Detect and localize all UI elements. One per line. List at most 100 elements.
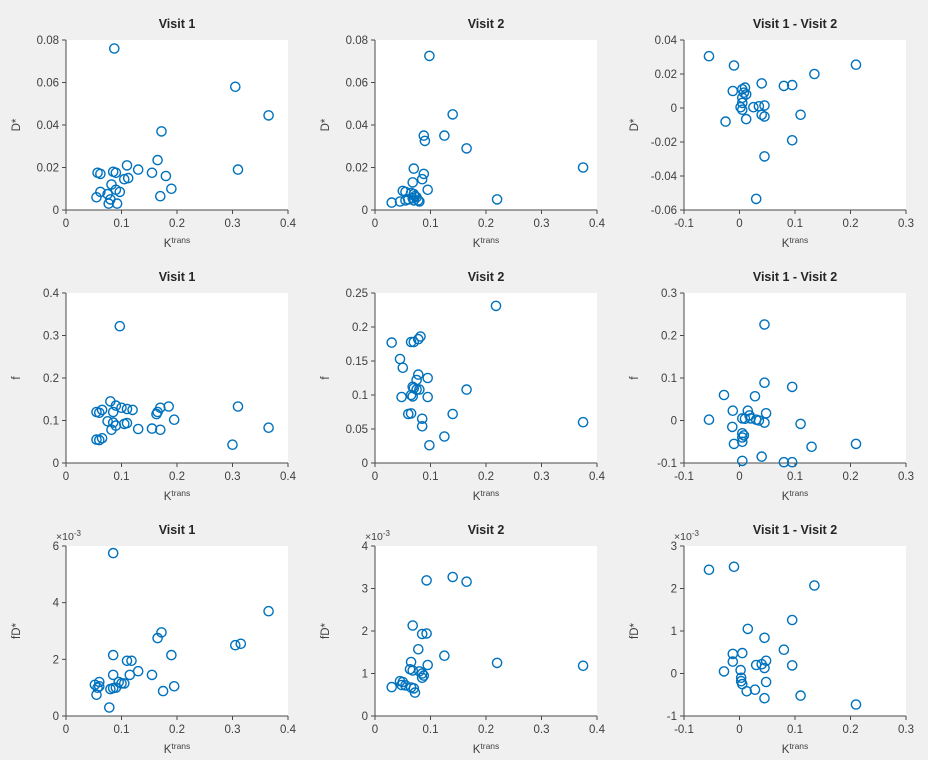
plot-area <box>66 546 288 716</box>
y-tick-label: -0.02 <box>651 137 677 149</box>
data-point <box>738 430 750 441</box>
x-tick-label: 0.1 <box>787 471 803 483</box>
data-point <box>439 650 450 661</box>
subplot-title: Visit 1 <box>159 523 196 537</box>
y-tick-label: 0.3 <box>43 331 59 343</box>
data-point <box>102 415 113 427</box>
y-tick-label: 0 <box>362 711 368 723</box>
data-point <box>728 561 740 573</box>
y-axis-multiplier: ×10-3 <box>56 529 81 543</box>
data-point <box>740 113 752 125</box>
y-tick-label: -1 <box>667 711 677 723</box>
y-tick-label: -0.1 <box>657 458 677 470</box>
x-tick-label: 0 <box>736 724 742 736</box>
data-point <box>413 369 424 380</box>
data-point <box>263 422 274 433</box>
scatter-plot-svg: 0 0.1 0.2 0.3 0.4 0 0.1 0.2 0.3 0.4 Visit 1 Ktrans f <box>11 270 297 503</box>
data-point <box>166 649 177 661</box>
x-tick-label: 0 <box>372 471 378 483</box>
y-tick-label: 0.05 <box>346 424 368 436</box>
data-point <box>110 682 122 693</box>
data-point <box>408 336 420 348</box>
data-point <box>96 432 108 444</box>
data-point <box>94 434 105 446</box>
data-point <box>786 614 798 626</box>
data-point <box>132 665 144 677</box>
data-point <box>778 644 790 655</box>
y-tick-label: 3 <box>671 541 677 553</box>
plot-area <box>684 293 906 463</box>
data-point <box>163 401 174 412</box>
x-tick-label: 0.3 <box>898 724 914 736</box>
data-point <box>121 403 133 415</box>
data-points-group <box>703 561 862 710</box>
subplot-title: Visit 1 <box>159 270 196 284</box>
data-point <box>232 164 244 175</box>
y-tick-label: 6 <box>53 541 59 553</box>
data-point <box>386 681 397 693</box>
x-tick-label: 0.1 <box>114 471 130 483</box>
scatter-plot-svg: 0 0.1 0.2 0.3 0.4 0 0.02 0.04 0.06 0.08 Visit 1 Ktr… <box>11 17 297 250</box>
data-point <box>397 362 409 374</box>
subplot-f-visit1: 0 0.1 0.2 0.3 0.4 0 0.1 0.2 0.3 0.4 Visit 1 Ktrans f <box>0 253 309 506</box>
x-tick-label: 0 <box>736 218 742 230</box>
data-point <box>756 78 767 89</box>
scatter-plot-svg: -0.1 0 0.1 0.2 0.3 -0.06 -0.04 -0.02 0 0.02 0.04 Vi… <box>629 17 914 250</box>
data-point <box>121 160 133 171</box>
x-tick-label: 0 <box>63 218 69 230</box>
data-points-group <box>386 571 589 698</box>
data-point <box>114 186 126 198</box>
x-tick-label: 0 <box>736 471 742 483</box>
data-point <box>756 109 767 121</box>
data-point <box>422 659 433 671</box>
data-point <box>94 407 105 419</box>
data-point <box>121 655 133 667</box>
data-point <box>119 678 130 689</box>
y-tick-label: 0.25 <box>346 288 368 300</box>
subplot-title: Visit 2 <box>468 17 505 31</box>
subplot-fdstar-visit1: 0 0.1 0.2 0.3 0.4 0 2 4 6 Visit 1 ×10-3 Ktrans fD* <box>0 506 309 760</box>
data-point <box>416 668 428 679</box>
x-tick-label: 0.1 <box>423 724 439 736</box>
x-tick-label: 0.3 <box>898 218 914 230</box>
x-tick-label: 0.3 <box>534 218 550 230</box>
data-point <box>132 423 144 435</box>
data-point <box>104 702 115 713</box>
subplot-title: Visit 2 <box>468 523 505 537</box>
plot-area <box>66 293 288 463</box>
data-point <box>413 195 424 206</box>
data-point <box>235 638 247 650</box>
y-tick-label: 0.4 <box>43 288 60 300</box>
data-point <box>416 628 428 640</box>
data-point <box>809 68 820 80</box>
data-point <box>760 676 772 688</box>
y-tick-label: 2 <box>53 654 59 666</box>
y-tick-label: -0.04 <box>651 171 678 183</box>
data-point <box>396 679 407 691</box>
plot-area <box>375 293 597 463</box>
data-point <box>735 664 746 676</box>
data-point <box>850 59 862 70</box>
data-point <box>418 130 430 141</box>
data-point <box>166 183 177 195</box>
y-tick-label: 0 <box>671 416 677 428</box>
data-point <box>116 402 127 414</box>
x-axis-label: Ktrans <box>473 488 500 503</box>
x-tick-label: 0 <box>372 218 378 230</box>
subplot-title: Visit 1 - Visit 2 <box>753 270 837 284</box>
y-tick-label: 0 <box>53 711 59 723</box>
data-point <box>737 436 748 448</box>
data-point <box>703 50 715 62</box>
plot-area <box>375 40 597 210</box>
y-tick-label: 2 <box>362 626 368 638</box>
x-axis-label: Ktrans <box>782 235 809 250</box>
data-points-group <box>91 320 274 450</box>
x-axis-label: Ktrans <box>473 235 500 250</box>
data-point <box>157 685 169 697</box>
y-tick-label: 0.04 <box>655 35 678 47</box>
data-point <box>759 151 770 162</box>
y-tick-label: 0.1 <box>352 390 368 402</box>
scatter-plot-svg: -0.1 0 0.1 0.2 0.3 -0.1 0 0.1 0.2 0.3 Visit 1 - Vi… <box>629 270 914 503</box>
x-tick-label: 0.1 <box>423 218 439 230</box>
x-tick-label: 0.3 <box>534 471 550 483</box>
